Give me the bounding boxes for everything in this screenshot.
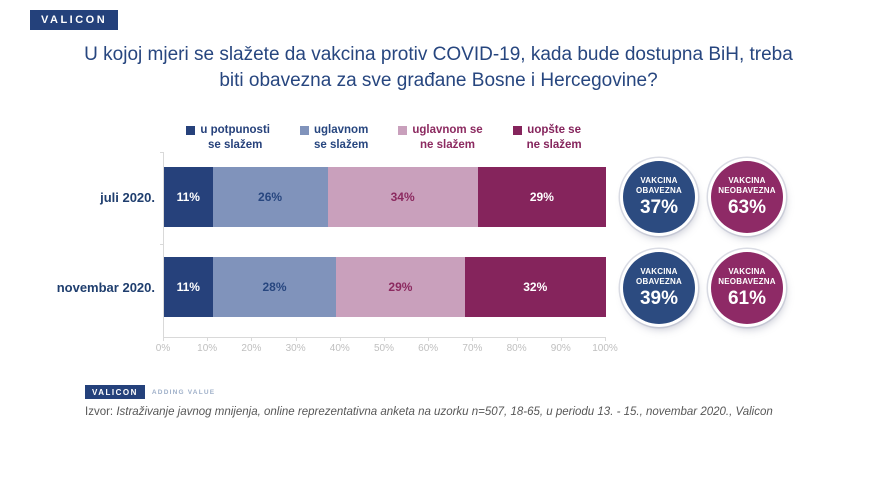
source-text: Istraživanje javnog mnijenja, online rep…	[116, 406, 773, 418]
summary-badge: VAKCINA OBAVEZNA 39%	[623, 252, 695, 324]
bar-value-label: 29%	[529, 190, 554, 204]
legend-label: u potpunosti se slažem	[200, 124, 270, 151]
axis-tick-label: 70%	[462, 343, 483, 354]
bar-value-label: 11%	[176, 280, 200, 294]
legend-item-3: uglavnom se ne slažem	[398, 123, 483, 153]
chart-legend: u potpunosti se slažem uglavnom se slažem ug…	[163, 123, 605, 153]
legend-swatch	[186, 126, 196, 135]
badge-value: 39%	[639, 287, 679, 309]
bar-value-label: 28%	[262, 280, 287, 294]
bar-row-1: 11% 26% 34% 29%	[164, 167, 606, 227]
axis-tick	[428, 337, 430, 341]
bar-row-2: 11% 28% 29% 32%	[164, 257, 606, 317]
bar-segment: 28%	[212, 257, 337, 317]
axis-tick	[560, 337, 562, 341]
axis-tick	[160, 244, 164, 245]
bar-segment: 29%	[477, 167, 606, 227]
legend-swatch	[398, 126, 408, 135]
axis-tick	[472, 337, 474, 341]
axis-tick-label: 60%	[418, 343, 439, 354]
badge-value: 61%	[727, 287, 767, 309]
legend-label: uopšte se ne slažem	[526, 124, 582, 151]
axis-tick-label: 90%	[550, 343, 571, 354]
valicon-logo: VALICON	[30, 10, 119, 30]
legend-label: uglavnom se slažem	[313, 124, 369, 151]
percent-axis: 0% 10% 20% 30% 40% 50% 60% 70% 80% 90% 100%	[156, 337, 618, 357]
axis-tick-label: 20%	[241, 343, 262, 354]
bar-segment: 26%	[212, 167, 328, 227]
valicon-footer-logo: VALICON	[85, 385, 145, 399]
source-note: Izvor: Istraživanje javnog mnijenja, onl…	[85, 406, 867, 418]
badge-label: VAKCINA NEOBAVEZNA	[718, 266, 776, 286]
axis-tick	[339, 337, 341, 341]
axis-tick-label: 40%	[329, 343, 350, 354]
axis-tick	[605, 337, 606, 341]
badge-label: VAKCINA OBAVEZNA	[636, 175, 682, 195]
page-title: U kojoj mjeri se slažete da vakcina prot…	[84, 44, 793, 92]
axis-tick	[207, 337, 209, 341]
legend-item-2: uglavnom se slažem	[299, 123, 369, 153]
bar-segment: 11%	[164, 257, 213, 317]
category-label: juli 2020.	[100, 189, 155, 205]
stacked-bar-chart: 11% 26% 34% 29% 11% 28% 29% 32%	[160, 152, 606, 338]
badge-value: 63%	[727, 196, 767, 218]
badge-value: 37%	[639, 196, 679, 218]
legend-swatch	[512, 126, 522, 135]
summary-badge: VAKCINA OBAVEZNA 37%	[623, 161, 695, 233]
bar-value-label: 34%	[390, 190, 415, 204]
summary-badge: VAKCINA NEOBAVEZNA 61%	[711, 252, 783, 324]
footer-tagline: ADDING VALUE	[151, 388, 216, 396]
badge-label: VAKCINA OBAVEZNA	[636, 266, 682, 286]
axis-tick	[163, 337, 164, 341]
bar-segment: 11%	[164, 167, 213, 227]
source-prefix: Izvor:	[85, 406, 114, 418]
axis-tick-label: 100%	[592, 343, 618, 354]
legend-item-1: u potpunosti se slažem	[186, 123, 270, 153]
axis-tick-label: 30%	[285, 343, 306, 354]
legend-item-4: uopšte se ne slažem	[512, 123, 582, 153]
axis-tick-label: 0%	[155, 343, 171, 354]
axis-tick	[160, 152, 164, 153]
axis-tick-label: 10%	[197, 343, 218, 354]
bar-value-label: 29%	[388, 280, 413, 294]
bar-value-label: 26%	[258, 190, 283, 204]
axis-tick-label: 80%	[506, 343, 527, 354]
bar-segment: 32%	[464, 257, 606, 317]
legend-swatch	[299, 126, 309, 135]
badge-label: VAKCINA NEOBAVEZNA	[718, 175, 776, 195]
category-label: novembar 2020.	[56, 279, 155, 295]
bar-value-label: 32%	[523, 280, 548, 294]
axis-tick	[384, 337, 385, 341]
category-axis: juli 2020. novembar 2020.	[25, 152, 155, 337]
axis-tick	[516, 337, 518, 341]
legend-label: uglavnom se ne slažem	[412, 124, 483, 151]
axis-tick	[251, 337, 253, 341]
summary-badge: VAKCINA NEOBAVEZNA 63%	[711, 161, 783, 233]
bar-value-label: 11%	[176, 190, 200, 204]
bar-segment: 34%	[327, 167, 478, 227]
axis-tick-label: 50%	[373, 343, 395, 354]
axis-tick	[295, 337, 297, 341]
bar-segment: 29%	[336, 257, 465, 317]
footer-logo: VALICON ADDING VALUE	[85, 385, 215, 399]
